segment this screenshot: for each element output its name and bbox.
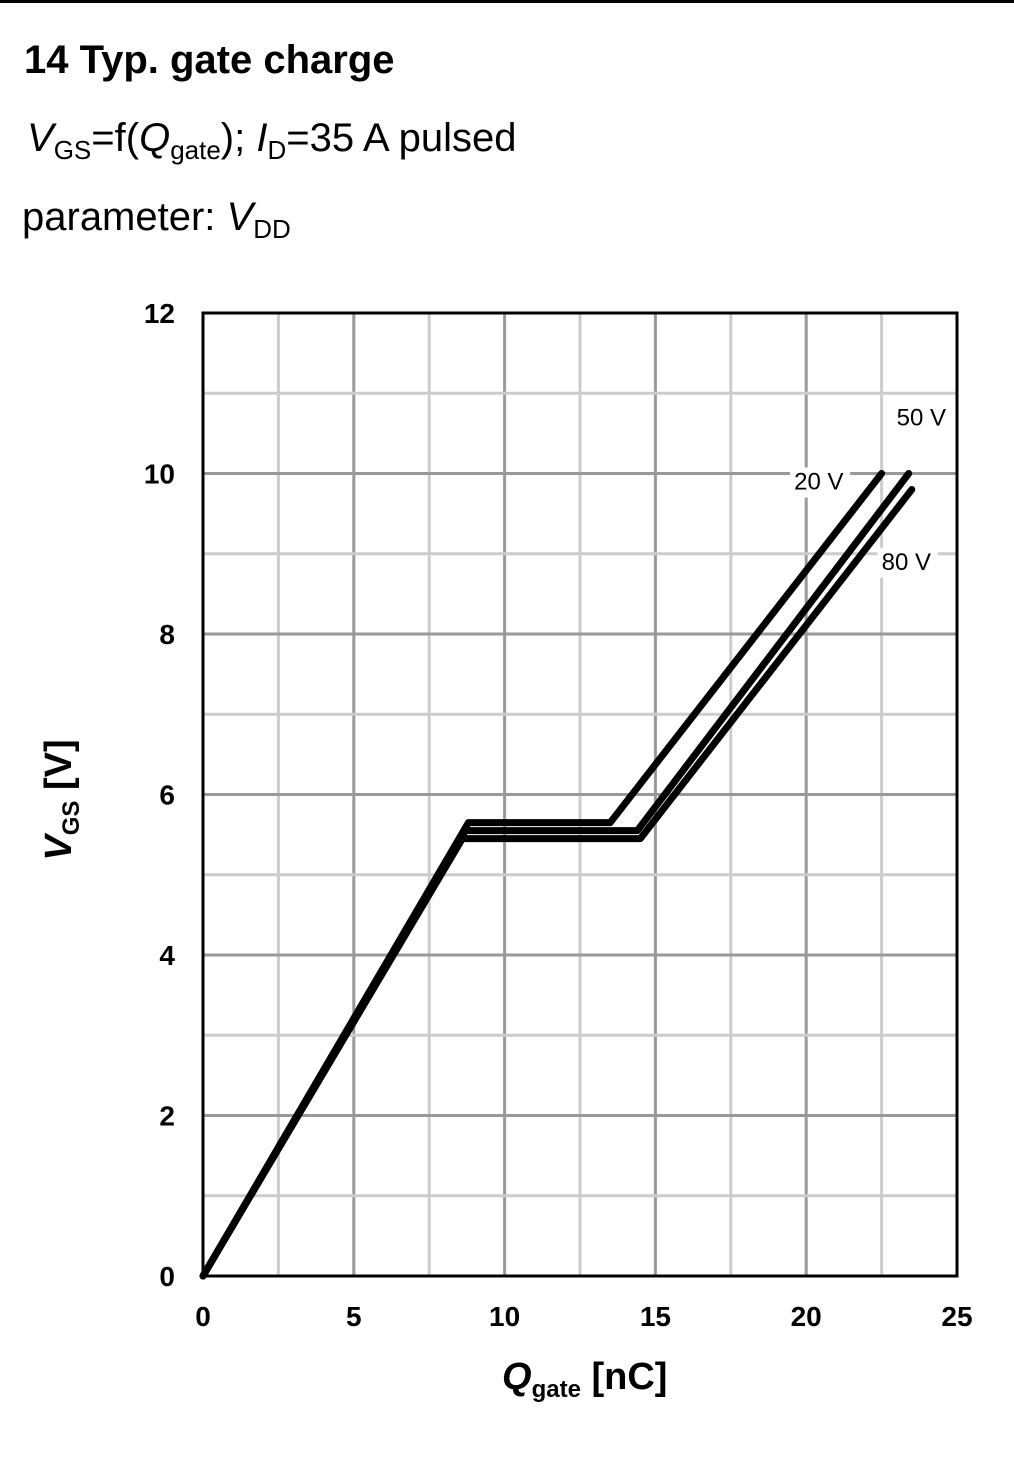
subtitle-d: D (267, 135, 287, 165)
subtitle-mid2: ); (220, 116, 257, 160)
y-tick-label: 6 (159, 780, 175, 811)
subtitle-tail: =35 A pulsed (286, 116, 517, 160)
x-tick-label: 20 (791, 1301, 822, 1332)
x-tick-label: 10 (489, 1301, 520, 1332)
series-lines (199, 470, 916, 1280)
x-axis-title-q: Q (502, 1356, 532, 1398)
y-tick-label: 4 (159, 940, 175, 971)
subtitle-q: Q (139, 116, 171, 160)
y-tick-label: 2 (159, 1101, 175, 1132)
top-rule (0, 0, 1014, 3)
x-tick-label: 5 (346, 1301, 362, 1332)
series-annotation-label: 50 V (897, 404, 946, 431)
series-annotation-label: 80 V (882, 549, 931, 576)
chart-subtitle: VGS=f(Qgate); ID=35 A pulsed (27, 115, 516, 173)
x-tick-label: 15 (640, 1301, 671, 1332)
subtitle-v: V (27, 116, 54, 160)
annotation-background (877, 547, 938, 578)
chart-title: 14 Typ. gate charge (24, 38, 395, 82)
y-axis-title-sub: GS (58, 800, 85, 836)
y-axis-title-unit: [V] (38, 739, 80, 801)
x-tick-label: 0 (195, 1301, 211, 1332)
y-tick-label: 8 (159, 619, 175, 650)
series-annotations: 50 V 20 V 80 V (790, 403, 953, 578)
y-axis-title: VGS [V] (38, 739, 86, 860)
series-line-3 (199, 486, 916, 1280)
subtitle-mid: =f( (91, 116, 140, 160)
y-tick-label: 12 (144, 298, 175, 329)
x-axis-title: Qgate [nC] (502, 1356, 667, 1404)
y-axis-title-v: V (38, 835, 80, 861)
subtitle-gs: GS (53, 135, 92, 165)
x-tick-label: 25 (941, 1301, 972, 1332)
x-axis-title-sub: gate (531, 1376, 581, 1403)
y-tick-label: 0 (159, 1261, 175, 1292)
y-tick-label: 10 (144, 459, 175, 490)
plot-frame (201, 311, 959, 1278)
subtitle-i: I (256, 116, 268, 160)
grid (203, 313, 957, 1276)
parameter-dd: DD (253, 214, 291, 244)
x-axis-title-unit: [nC] (580, 1356, 668, 1398)
subtitle-gate: gate (170, 135, 221, 165)
parameter-label: parameter: (22, 195, 227, 239)
chart-parameter: parameter: VDD (22, 194, 291, 252)
annotation-background (790, 467, 851, 498)
tick-labels: 0 5 10 15 20 25 0 2 4 6 8 10 12 (144, 298, 973, 1332)
series-annotation-label: 20 V (794, 469, 843, 496)
parameter-v: V (226, 195, 254, 239)
annotation-background (892, 403, 953, 434)
